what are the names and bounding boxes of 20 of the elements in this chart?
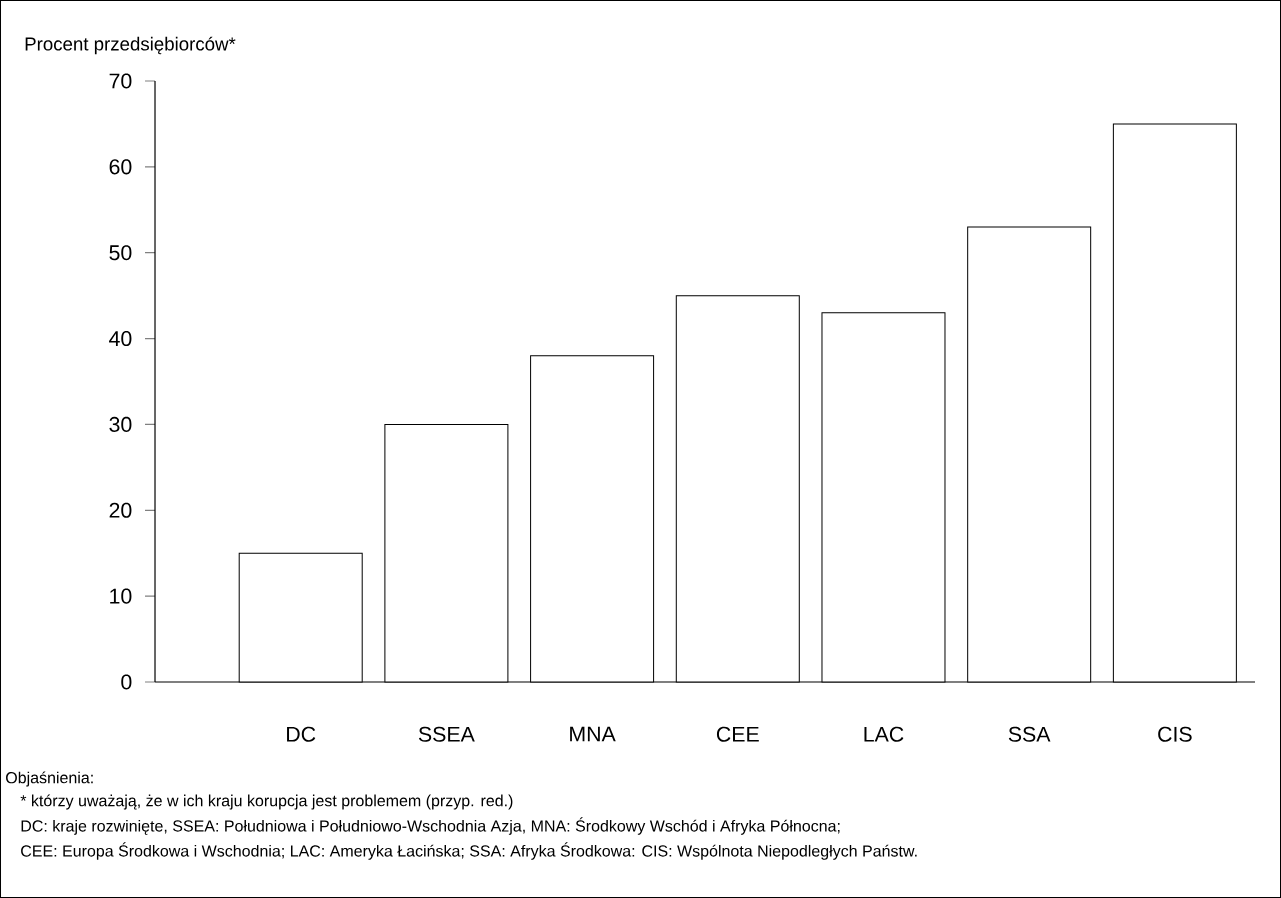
y-tick-label: 10 [110, 588, 132, 604]
text: CEE: Europa Środkowa i Wschodnia; LAC: Ameryka Łacińska; SSA: Afryka Środkowa: CIS: Wspólnota Niepodległych Państw. [21, 842, 917, 860]
y-tick-label: 40 [109, 331, 132, 347]
x-tick-label: SSA [1008, 726, 1051, 742]
x-tick-label: DC [287, 726, 316, 742]
x-tick-label: SSEA [418, 726, 475, 742]
y-axis-title: Procent przedsiębiorców* [25, 36, 236, 55]
x-tick-label: MNA [570, 726, 616, 742]
y-tick-label: 30 [109, 416, 132, 432]
text: * którzy uważają, że w ich kraju korupcja jest problemem (przyp. red.) [20, 794, 513, 810]
x-tick-label: CIS [1158, 726, 1192, 742]
y-tick-label: 60 [109, 159, 132, 175]
text: DC: kraje rozwinięte, SSEA: Południowa i Południowo-Wschodnia Azja, MNA: Środkowy Wschód i Afryka Północna; [21, 817, 840, 835]
x-tick-label: CEE [716, 726, 759, 742]
text: Objaśnienia: [6, 771, 93, 787]
y-tick-label: 20 [109, 502, 132, 518]
y-tick-label: 50 [109, 245, 132, 261]
y-tick-label: 70 [109, 73, 132, 89]
y-tick-label: 0 [121, 674, 132, 690]
x-tick-label: LAC [864, 726, 904, 742]
